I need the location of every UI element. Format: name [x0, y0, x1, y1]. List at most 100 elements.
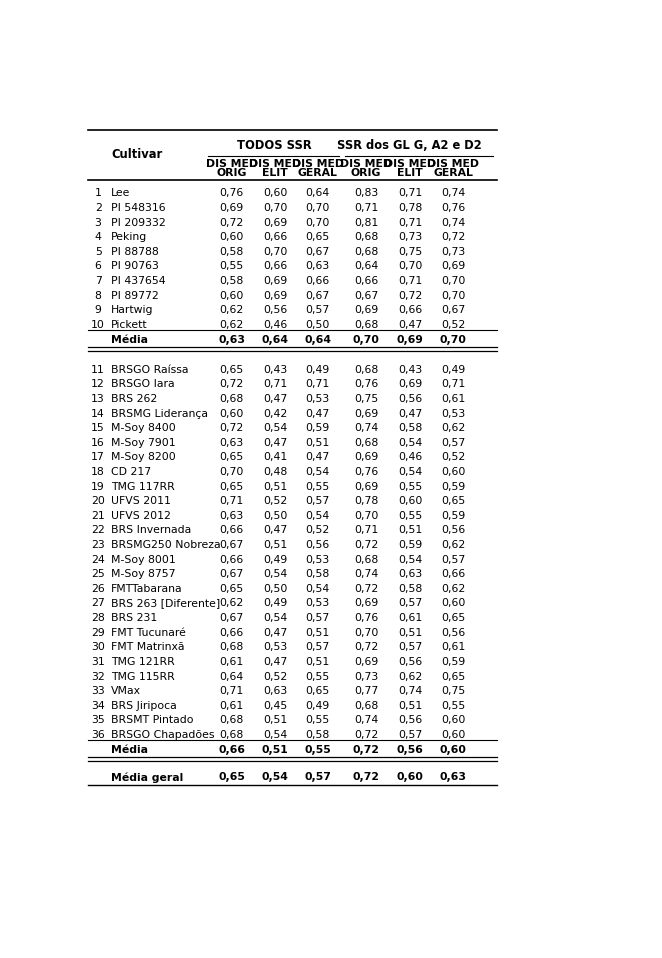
Text: 0,43: 0,43	[398, 365, 422, 375]
Text: 29: 29	[91, 627, 105, 638]
Text: 0,62: 0,62	[219, 599, 244, 608]
Text: 0,65: 0,65	[219, 482, 244, 491]
Text: 0,54: 0,54	[306, 467, 330, 477]
Text: Pickett: Pickett	[111, 320, 148, 330]
Text: 0,76: 0,76	[219, 189, 244, 198]
Text: 0,56: 0,56	[306, 540, 330, 550]
Text: BRSGO Raíssa: BRSGO Raíssa	[111, 365, 189, 375]
Text: 0,65: 0,65	[219, 452, 244, 463]
Text: 0,54: 0,54	[306, 583, 330, 594]
Text: BRS 262: BRS 262	[111, 394, 157, 404]
Text: 0,60: 0,60	[219, 232, 244, 242]
Text: 0,51: 0,51	[261, 745, 289, 756]
Text: 0,52: 0,52	[441, 320, 465, 330]
Text: 0,70: 0,70	[440, 335, 467, 345]
Text: 27: 27	[91, 599, 105, 608]
Text: FMT Matrinxã: FMT Matrinxã	[111, 642, 185, 652]
Text: 0,49: 0,49	[441, 365, 465, 375]
Text: 9: 9	[95, 306, 101, 315]
Text: 0,71: 0,71	[306, 379, 330, 389]
Text: 0,76: 0,76	[441, 203, 465, 213]
Text: 0,67: 0,67	[219, 569, 244, 580]
Text: 0,69: 0,69	[263, 290, 287, 301]
Text: 0,57: 0,57	[398, 730, 422, 740]
Text: 0,58: 0,58	[398, 423, 422, 433]
Text: M-Soy 7901: M-Soy 7901	[111, 438, 175, 447]
Text: 0,65: 0,65	[306, 686, 330, 696]
Text: 0,67: 0,67	[354, 290, 378, 301]
Text: 0,59: 0,59	[306, 423, 330, 433]
Text: 0,71: 0,71	[398, 276, 422, 285]
Text: 0,71: 0,71	[354, 525, 378, 536]
Text: UFVS 2011: UFVS 2011	[111, 496, 171, 506]
Text: 0,65: 0,65	[218, 772, 245, 783]
Text: 0,54: 0,54	[398, 555, 422, 564]
Text: 0,54: 0,54	[398, 467, 422, 477]
Text: 24: 24	[91, 555, 105, 564]
Text: Cultivar: Cultivar	[111, 148, 162, 161]
Text: 0,66: 0,66	[219, 525, 244, 536]
Text: 0,46: 0,46	[263, 320, 287, 330]
Text: 0,63: 0,63	[263, 686, 287, 696]
Text: BRSGO Chapadões: BRSGO Chapadões	[111, 730, 214, 740]
Text: 0,59: 0,59	[441, 482, 465, 491]
Text: 0,61: 0,61	[219, 700, 244, 711]
Text: 0,71: 0,71	[354, 203, 378, 213]
Text: 0,74: 0,74	[354, 716, 378, 725]
Text: BRSMT Pintado: BRSMT Pintado	[111, 716, 193, 725]
Text: 0,75: 0,75	[441, 686, 465, 696]
Text: PI 548316: PI 548316	[111, 203, 166, 213]
Text: 0,46: 0,46	[398, 452, 422, 463]
Text: 0,66: 0,66	[306, 276, 330, 285]
Text: 0,51: 0,51	[306, 438, 330, 447]
Text: 0,61: 0,61	[398, 613, 422, 623]
Text: BRSGO Iara: BRSGO Iara	[111, 379, 175, 389]
Text: 0,54: 0,54	[306, 511, 330, 521]
Text: 0,56: 0,56	[263, 306, 287, 315]
Text: 0,60: 0,60	[441, 730, 465, 740]
Text: 0,57: 0,57	[398, 642, 422, 652]
Text: 0,56: 0,56	[441, 525, 465, 536]
Text: 0,69: 0,69	[397, 335, 424, 345]
Text: Média: Média	[111, 335, 148, 345]
Text: 0,47: 0,47	[306, 409, 330, 419]
Text: 0,47: 0,47	[263, 657, 287, 667]
Text: 0,72: 0,72	[398, 290, 422, 301]
Text: 0,66: 0,66	[398, 306, 422, 315]
Text: 0,60: 0,60	[263, 189, 287, 198]
Text: 0,68: 0,68	[354, 365, 378, 375]
Text: TMG 115RR: TMG 115RR	[111, 672, 175, 681]
Text: BRSMG Liderança: BRSMG Liderança	[111, 409, 208, 419]
Text: 2: 2	[95, 203, 101, 213]
Text: 16: 16	[91, 438, 105, 447]
Text: 0,69: 0,69	[354, 599, 378, 608]
Text: 0,50: 0,50	[306, 320, 330, 330]
Text: 0,68: 0,68	[354, 700, 378, 711]
Text: 6: 6	[95, 262, 101, 271]
Text: 0,63: 0,63	[306, 262, 330, 271]
Text: 0,76: 0,76	[354, 613, 378, 623]
Text: 0,64: 0,64	[354, 262, 378, 271]
Text: VMax: VMax	[111, 686, 141, 696]
Text: DIS MED: DIS MED	[340, 159, 392, 170]
Text: 0,51: 0,51	[398, 525, 422, 536]
Text: 32: 32	[91, 672, 105, 681]
Text: 0,69: 0,69	[354, 409, 378, 419]
Text: 0,52: 0,52	[263, 672, 287, 681]
Text: 0,68: 0,68	[354, 438, 378, 447]
Text: 0,75: 0,75	[354, 394, 378, 404]
Text: SSR dos GL G, A2 e D2: SSR dos GL G, A2 e D2	[337, 140, 482, 152]
Text: 0,57: 0,57	[306, 306, 330, 315]
Text: 0,68: 0,68	[219, 642, 244, 652]
Text: Peking: Peking	[111, 232, 147, 242]
Text: 0,59: 0,59	[398, 540, 422, 550]
Text: Lee: Lee	[111, 189, 130, 198]
Text: 0,67: 0,67	[219, 540, 244, 550]
Text: 0,72: 0,72	[354, 540, 378, 550]
Text: 0,49: 0,49	[306, 700, 330, 711]
Text: 12: 12	[91, 379, 105, 389]
Text: 0,65: 0,65	[219, 583, 244, 594]
Text: 26: 26	[91, 583, 105, 594]
Text: 0,53: 0,53	[306, 599, 330, 608]
Text: 30: 30	[91, 642, 105, 652]
